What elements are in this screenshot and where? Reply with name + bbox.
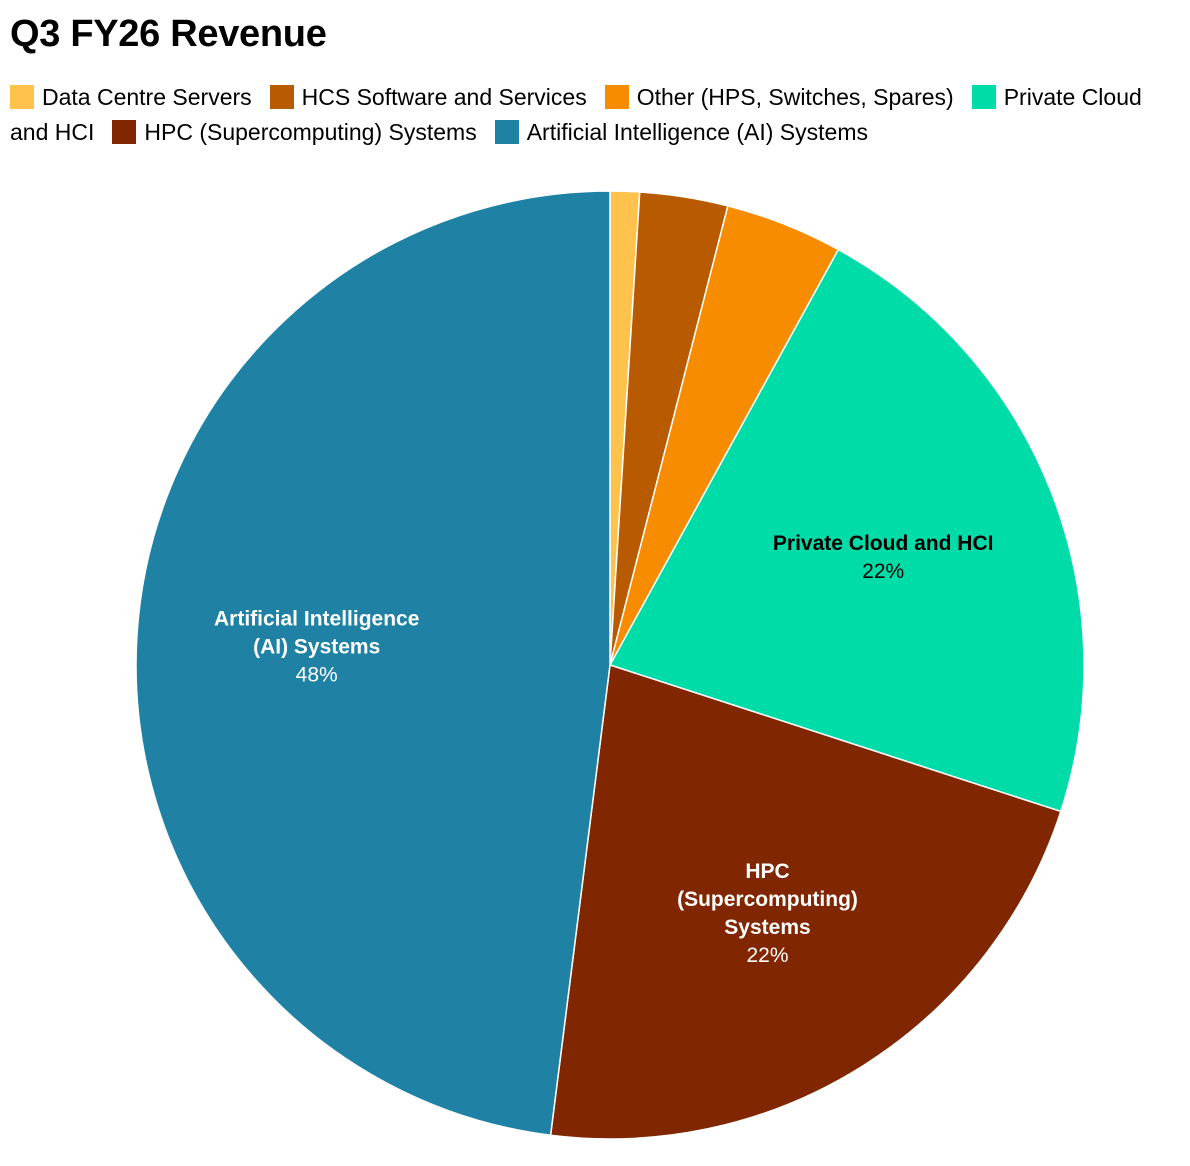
legend-item: Data Centre Servers [10, 84, 252, 110]
legend-swatch [269, 85, 294, 109]
pie-slice [609, 248, 1085, 813]
slice-label-percent: 48% [296, 664, 338, 687]
slice-label-percent: 22% [746, 944, 788, 967]
legend-item: HPC (Supercomputing) Systems [112, 119, 477, 145]
legend-label: HPC (Supercomputing) Systems [144, 119, 477, 145]
chart-legend: Data Centre Servers HCS Software and Serv… [10, 80, 1180, 150]
pie-slice [549, 664, 1062, 1140]
slice-label-name: Artificial Intelligence [214, 608, 419, 631]
legend-label: Data Centre Servers [42, 84, 252, 110]
legend-swatch [494, 120, 519, 144]
legend-label: HCS Software and Services [301, 84, 587, 110]
slice-data-label: HPC (Supercomputing) Systems 22% [677, 860, 858, 967]
legend-swatch [971, 85, 996, 109]
chart-title: Q3 FY26 Revenue [10, 13, 327, 55]
legend-item: Artificial Intelligence (AI) Systems [494, 119, 868, 145]
slice-label-name: (AI) Systems [253, 636, 380, 659]
legend-label: Artificial Intelligence (AI) Systems [526, 119, 868, 145]
legend-item: HCS Software and Services [269, 84, 587, 110]
legend-swatch [604, 85, 629, 109]
slice-data-label: Private Cloud and HCI 22% [773, 532, 994, 583]
slice-label-name: (Supercomputing) [677, 888, 858, 911]
pie-slice [135, 190, 611, 1137]
slice-label-name: Private Cloud and HCI [773, 532, 994, 555]
slice-label-percent: 22% [862, 560, 904, 583]
legend-label: Private Cloud and HCI [10, 84, 1142, 145]
legend-swatch [112, 120, 137, 144]
legend-label: Other (HPS, Switches, Spares) [636, 84, 954, 110]
slice-data-label: Artificial Intelligence (AI) Systems 48% [214, 608, 419, 687]
legend-swatch [10, 85, 34, 109]
legend-item: Private Cloud and HCI [10, 84, 1142, 145]
legend-item: Other (HPS, Switches, Spares) [604, 84, 954, 110]
slice-label-name: Systems [724, 916, 810, 939]
slice-label-name: HPC [745, 860, 789, 883]
